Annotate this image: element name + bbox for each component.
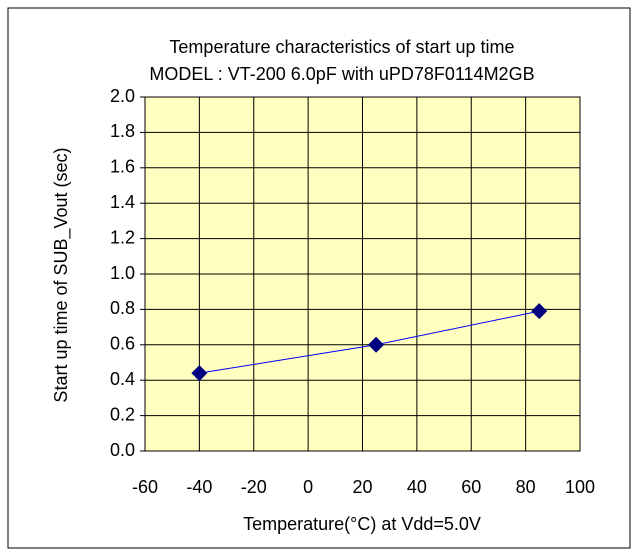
x-tick-label: 40 (407, 477, 427, 497)
y-tick-label: 1.0 (110, 263, 135, 283)
x-tick-label: -40 (186, 477, 212, 497)
chart-subtitle: MODEL : VT-200 6.0pF with uPD78F0114M2GB (149, 64, 534, 84)
x-tick-label: 60 (461, 477, 481, 497)
y-tick-label: 1.2 (110, 227, 135, 247)
y-tick-label: 1.4 (110, 192, 135, 212)
x-tick-label: 20 (352, 477, 372, 497)
y-tick-label: 0.2 (110, 404, 135, 424)
marker (531, 303, 548, 320)
x-tick-label: 100 (565, 477, 595, 497)
y-tick-label: 0.0 (110, 440, 135, 460)
y-tick-label: 0.8 (110, 298, 135, 318)
y-tick-label: 0.4 (110, 369, 135, 389)
y-tick-label: 1.8 (110, 121, 135, 141)
y-tick-label: 2.0 (110, 86, 135, 106)
y-tick-label: 1.6 (110, 157, 135, 177)
y-tick-label: 0.6 (110, 334, 135, 354)
y-axis-label: Start up time of SUB_Vout (sec) (51, 147, 72, 402)
x-tick-label: 80 (516, 477, 536, 497)
x-axis-label: Temperature(°C) at Vdd=5.0V (243, 514, 481, 534)
chart-title: Temperature characteristics of start up … (169, 37, 514, 57)
marker (368, 336, 385, 353)
marker (191, 365, 208, 382)
x-tick-label: -20 (241, 477, 267, 497)
x-tick-label: 0 (303, 477, 313, 497)
x-tick-label: -60 (132, 477, 158, 497)
